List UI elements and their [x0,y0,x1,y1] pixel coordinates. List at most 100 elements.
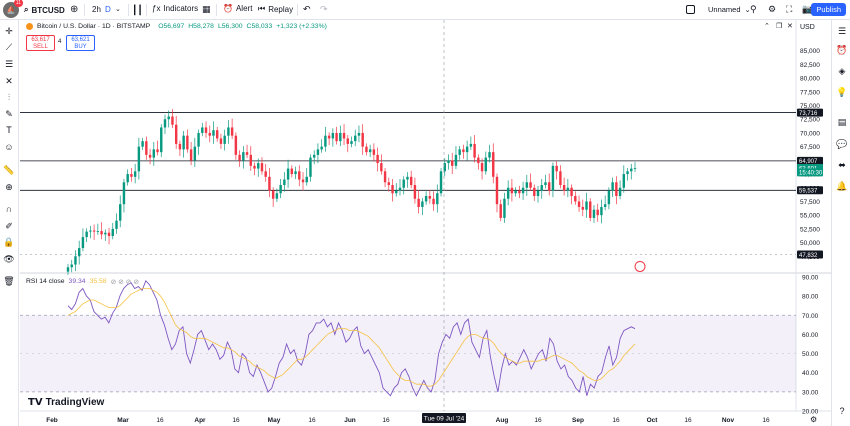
price-label-box [797,168,823,177]
candle-body [245,152,249,155]
rsi-tick-label: 90.00 [802,275,819,282]
trend-line-icon[interactable]: ⟋ [5,42,13,52]
fullscreen-icon[interactable]: ⛶ [786,4,793,14]
candle-body [230,127,234,136]
magnet-icon[interactable]: ∩ [5,204,13,214]
candle-body [320,146,323,150]
legend-high: H58,278 [188,23,214,30]
legend-close: C58,033 [246,23,273,30]
candle-body [484,157,488,172]
add-symbol-icon[interactable]: ⊕ [70,4,79,15]
pattern-icon[interactable]: ✕ [5,76,13,86]
undo-icon[interactable]: ↶ [303,4,311,14]
replay-button[interactable]: ⏮ Replay [258,4,293,14]
hotlist-icon[interactable]: ⬌ [838,160,846,170]
tradingview-logo[interactable]: 𝗧𝗩 TradingView [28,397,104,408]
candle-body [290,168,294,175]
emoji-icon[interactable]: ☺ [4,142,14,152]
templates-icon[interactable]: ▦ [202,4,211,14]
quick-search-icon[interactable]: ⚲ [750,4,757,14]
indicators-label: Indicators [163,4,199,13]
candle-body [357,132,361,136]
watchlist-icon[interactable]: ☰ [837,26,847,36]
candle-body [77,248,81,257]
alert-button[interactable]: ⏰ Alert [223,4,252,13]
rsi-legend: RSI 14 close 39.34 35.58 ⊘ ⊘ ⊘ ⊘ [26,278,139,286]
indicators-icon: ƒx [152,4,161,13]
candle-body [600,206,603,216]
price-label-box [797,250,823,259]
price-tick-label: 50,000 [800,240,820,247]
interval-d-button[interactable]: D [105,5,111,14]
candle-body [167,116,170,120]
layers-icon[interactable]: ◈ [838,66,846,76]
buy-button[interactable]: 63,621 BUY [66,35,95,51]
candle-body [581,206,584,210]
candle-body [294,171,297,175]
rsi-ma-value: 35.58 [89,278,107,285]
legend-low: L56,300 [217,23,243,30]
eye-icon[interactable]: 👁 [3,254,15,264]
layout-selector[interactable]: Unnamed ⌄ [686,5,751,14]
bar-style-icon[interactable]: ┃┃ [132,5,143,15]
zoom-in-icon[interactable]: ⊕ [5,182,13,192]
price-label-text: 47,832 [799,253,818,259]
candle-body [480,163,484,172]
fib-icon[interactable]: ⫶ [7,92,11,102]
close-pane-icon[interactable]: ✕ [787,23,793,30]
redo-icon[interactable]: ↷ [320,4,328,14]
candle-body [559,171,562,186]
interval-button[interactable]: 2h [92,5,101,14]
candle-body [309,157,312,177]
search-icon: ⌕ [24,5,29,14]
settings-gear-icon[interactable]: ⚙ [768,4,777,14]
chat-icon[interactable]: 💬 [836,139,848,149]
rsi-tick-label: 60.00 [802,332,819,339]
brush-icon[interactable]: ✎ [5,109,13,119]
alerts-icon[interactable]: ⏰ [836,45,848,55]
calendar-icon[interactable]: ▤ [837,117,847,127]
ruler-icon[interactable]: 📏 [3,165,15,175]
chevron-down-icon[interactable]: ⌄ [115,6,121,13]
trash-icon[interactable]: 🗑 [3,276,15,286]
chevron-up-icon[interactable]: ⌃ [764,23,770,30]
price-tick-label: 75,000 [800,103,820,110]
lock-drawing-icon[interactable]: ✐ [5,221,13,231]
candle-body [380,163,383,172]
time-tick-label: Nov [722,417,735,424]
candle-body [361,132,364,147]
indicators-button[interactable]: ƒx Indicators [152,4,198,13]
publish-button[interactable]: Publish [811,3,846,16]
candle-body [447,160,450,164]
candle-body [533,187,536,196]
candle-body [331,132,335,139]
candle-body [551,165,555,191]
symbol-search[interactable]: ⌕ BTCUSD [24,0,65,20]
text-tool-icon[interactable]: T [6,125,12,135]
user-avatar[interactable]: ⛵ 11 [3,0,23,18]
camera-icon[interactable]: 📷 [802,4,814,14]
help-icon[interactable]: ? [839,406,845,416]
candle-body [555,165,558,172]
candle-body [119,204,122,221]
crosshair-icon[interactable]: ✛ [5,26,13,36]
candle-body [238,154,241,161]
rsi-name: RSI 14 close [26,278,65,285]
chart-area[interactable]: 85,000 82,500 80,000 77,500 75,000 72,500 70,0… [20,20,831,426]
candle-body [465,146,469,153]
layout-checkbox[interactable] [686,5,695,14]
candle-body [633,168,637,169]
horizontal-lines-icon[interactable]: ☰ [4,59,14,69]
time-tick-label: Feb [46,417,58,424]
maximize-pane-icon[interactable]: ❐ [776,23,783,30]
rsi-visibility-icons[interactable]: ⊘ ⊘ ⊘ ⊘ [110,279,140,286]
price-tick-label: 85,000 [800,48,820,55]
ideas-bulb-icon[interactable]: 💡 [836,87,848,97]
lock-icon[interactable]: 🔒 [3,237,15,247]
notifications-icon[interactable]: 🔔 [836,181,848,191]
rsi-tick-label: 40.00 [802,370,819,377]
candle-body [626,171,629,175]
candle-body [443,163,446,172]
candle-body [577,201,581,207]
sell-button[interactable]: 63,617 SELL [26,35,55,51]
